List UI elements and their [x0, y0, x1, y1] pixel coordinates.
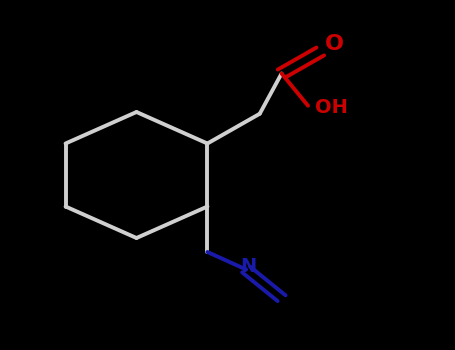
Text: O: O — [325, 34, 344, 54]
Text: OH: OH — [315, 98, 348, 117]
Text: N: N — [241, 257, 257, 276]
